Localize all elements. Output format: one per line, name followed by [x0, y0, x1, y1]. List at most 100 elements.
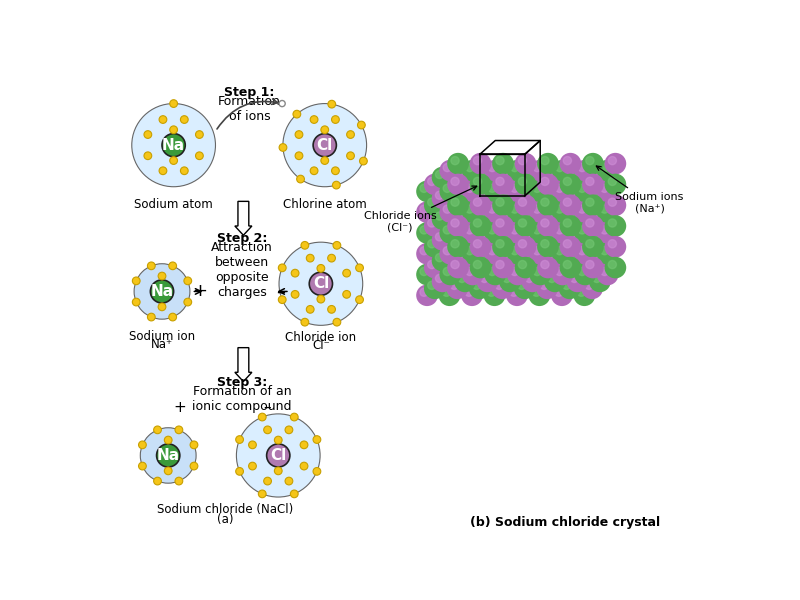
Circle shape: [597, 202, 618, 223]
Circle shape: [562, 281, 570, 289]
Circle shape: [526, 212, 534, 220]
Circle shape: [510, 226, 519, 234]
Circle shape: [551, 264, 573, 285]
Circle shape: [559, 236, 582, 257]
Circle shape: [491, 278, 513, 299]
Circle shape: [585, 239, 594, 248]
Circle shape: [540, 198, 548, 206]
Circle shape: [529, 202, 550, 223]
Circle shape: [428, 178, 436, 185]
Text: Formation
of ions: Formation of ions: [218, 95, 281, 123]
Circle shape: [416, 202, 438, 223]
Circle shape: [447, 215, 469, 237]
FancyArrow shape: [235, 347, 252, 382]
Circle shape: [328, 100, 336, 108]
Circle shape: [589, 187, 610, 209]
Circle shape: [518, 219, 526, 227]
Circle shape: [450, 178, 458, 185]
Circle shape: [147, 313, 155, 321]
Circle shape: [578, 184, 586, 193]
Circle shape: [570, 212, 578, 220]
Circle shape: [526, 233, 534, 241]
Circle shape: [190, 462, 198, 470]
Text: (a): (a): [218, 513, 234, 526]
Circle shape: [470, 173, 491, 195]
Circle shape: [574, 264, 595, 285]
Circle shape: [462, 160, 484, 181]
Circle shape: [195, 152, 203, 160]
Circle shape: [450, 281, 458, 289]
Circle shape: [170, 157, 178, 164]
Circle shape: [552, 243, 574, 265]
Circle shape: [249, 441, 256, 449]
Circle shape: [514, 194, 535, 216]
Circle shape: [485, 243, 506, 265]
Circle shape: [582, 153, 604, 175]
Circle shape: [474, 198, 482, 206]
Circle shape: [562, 198, 570, 206]
Text: Sodium ion: Sodium ion: [129, 330, 195, 343]
Circle shape: [461, 284, 483, 306]
Circle shape: [333, 181, 340, 189]
Circle shape: [279, 100, 286, 107]
Circle shape: [181, 116, 188, 124]
Circle shape: [503, 191, 511, 199]
Circle shape: [492, 215, 514, 237]
Circle shape: [540, 281, 548, 289]
Text: Sodium atom: Sodium atom: [134, 197, 213, 211]
Circle shape: [551, 222, 573, 244]
Circle shape: [541, 198, 549, 206]
Circle shape: [552, 160, 574, 181]
Circle shape: [485, 181, 506, 202]
Circle shape: [424, 215, 446, 237]
Circle shape: [458, 274, 466, 283]
Text: Step 3:: Step 3:: [217, 376, 267, 389]
Circle shape: [485, 202, 506, 223]
Circle shape: [450, 260, 458, 269]
Circle shape: [540, 260, 548, 269]
Circle shape: [237, 414, 320, 497]
Circle shape: [469, 215, 490, 237]
Circle shape: [582, 194, 604, 216]
Circle shape: [536, 173, 558, 195]
Circle shape: [548, 274, 556, 283]
Circle shape: [466, 226, 474, 234]
Circle shape: [605, 153, 626, 175]
Circle shape: [469, 257, 490, 278]
Circle shape: [510, 288, 518, 296]
Circle shape: [544, 208, 566, 230]
Circle shape: [514, 215, 536, 237]
Circle shape: [491, 194, 513, 216]
FancyArrow shape: [235, 202, 252, 235]
Circle shape: [236, 436, 243, 443]
Circle shape: [356, 264, 363, 272]
Circle shape: [446, 173, 468, 195]
Circle shape: [428, 198, 436, 206]
Circle shape: [454, 250, 476, 271]
Circle shape: [514, 194, 536, 216]
Circle shape: [548, 170, 556, 179]
Circle shape: [537, 236, 559, 257]
Circle shape: [533, 184, 542, 193]
Circle shape: [283, 104, 366, 187]
Circle shape: [522, 208, 543, 230]
Circle shape: [466, 205, 474, 213]
Circle shape: [562, 178, 570, 185]
Circle shape: [537, 215, 559, 237]
Circle shape: [554, 205, 563, 213]
Circle shape: [487, 288, 495, 296]
Circle shape: [601, 226, 609, 234]
Circle shape: [582, 257, 604, 278]
Circle shape: [474, 219, 482, 227]
Circle shape: [496, 198, 504, 206]
Circle shape: [461, 222, 483, 244]
Circle shape: [589, 208, 610, 230]
Circle shape: [321, 157, 329, 164]
Circle shape: [582, 236, 603, 257]
Circle shape: [451, 260, 459, 269]
Circle shape: [175, 477, 182, 485]
Circle shape: [146, 276, 178, 307]
Circle shape: [451, 157, 459, 165]
Circle shape: [158, 272, 166, 280]
Circle shape: [443, 163, 451, 172]
